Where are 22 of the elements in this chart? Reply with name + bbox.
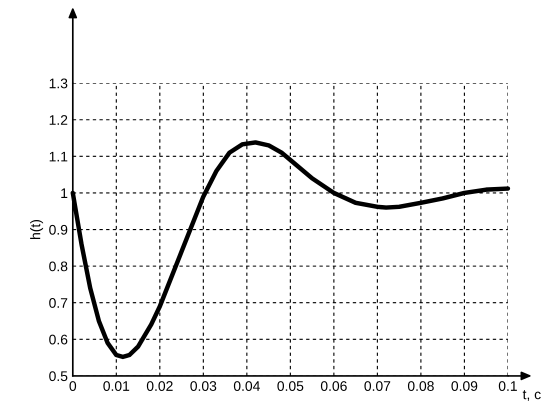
x-tick-label: 0.02 (146, 381, 173, 391)
x-tick-label: 0.06 (320, 381, 347, 391)
x-tick-label: 0.05 (277, 381, 304, 391)
y-tick-label: 1 (61, 188, 68, 198)
y-tick-label: 1.3 (50, 78, 68, 88)
x-tick-label: 0.03 (190, 381, 216, 391)
x-tick-label: 0.07 (364, 381, 390, 391)
y-tick-label: 1.1 (50, 152, 68, 162)
x-axis-title: t, c (522, 390, 541, 401)
y-tick-label: 0.8 (49, 261, 68, 272)
y-tick-label: 0.7 (49, 298, 68, 308)
y-tick-label: 0.6 (49, 334, 68, 344)
x-tick-label: 0.04 (234, 381, 260, 391)
y-axis-title: h(t) (30, 220, 44, 239)
x-tick-label: 0 (69, 381, 76, 391)
y-tick-label: 1.2 (50, 115, 68, 125)
x-tick-label: 0.01 (103, 381, 130, 391)
x-tick-label: 0.1 (498, 381, 517, 391)
x-tick-label: 0.08 (408, 381, 434, 391)
x-tick-label: 0.09 (451, 381, 478, 391)
y-tick-label: 0.9 (49, 224, 68, 235)
y-tick-label: 0.5 (49, 371, 68, 382)
